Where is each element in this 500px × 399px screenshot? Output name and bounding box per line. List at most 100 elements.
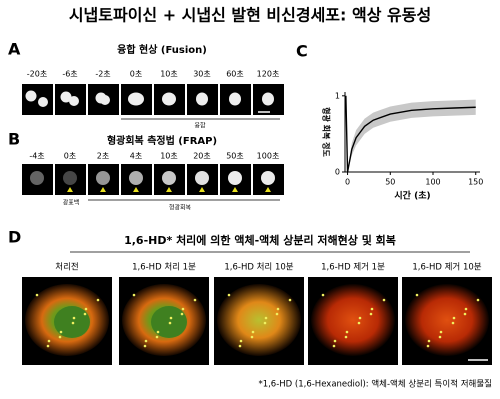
- puncta: [452, 316, 456, 320]
- nucleus: [54, 306, 90, 338]
- puncta: [71, 321, 75, 325]
- cell: [311, 284, 395, 356]
- puncta: [238, 344, 242, 348]
- puncta: [288, 298, 292, 302]
- puncta: [47, 339, 51, 343]
- caption: 1,6-HD 제거 10분: [412, 263, 481, 273]
- micrograph: [22, 84, 53, 115]
- puncta: [275, 312, 279, 316]
- arrowhead: [166, 187, 172, 192]
- puncta: [358, 316, 362, 320]
- time-label: 30초: [193, 70, 211, 79]
- puncta: [132, 293, 136, 297]
- data-line: [345, 95, 476, 173]
- droplet: [96, 171, 110, 185]
- droplet: [229, 92, 241, 106]
- puncta: [46, 344, 50, 348]
- cell: [217, 284, 301, 356]
- puncta: [250, 335, 254, 339]
- droplet: [196, 92, 208, 106]
- arrowhead: [265, 187, 271, 192]
- bracket-label: 형광회복: [169, 204, 192, 212]
- puncta: [263, 321, 267, 325]
- x-axis-label: 시간 (초): [394, 190, 430, 202]
- droplet: [162, 92, 176, 106]
- puncta: [464, 307, 468, 311]
- panel-label: B: [8, 130, 20, 149]
- droplet: [30, 171, 44, 185]
- puncta: [357, 321, 361, 325]
- caption: 1,6-HD 처리 1분: [132, 263, 196, 273]
- puncta: [180, 312, 184, 316]
- puncta: [415, 293, 419, 297]
- time-label: -6초: [62, 70, 77, 79]
- time-label: 10초: [160, 70, 178, 79]
- time-label: 60초: [226, 70, 244, 79]
- panel-label: D: [8, 228, 21, 247]
- caption: 처리전: [55, 262, 78, 273]
- time-label: 10초: [160, 152, 178, 161]
- arrowhead: [199, 187, 205, 192]
- bracket-label: 융합: [194, 122, 206, 130]
- puncta: [181, 307, 185, 311]
- droplet: [129, 171, 143, 185]
- puncta: [332, 344, 336, 348]
- panel-title: 형광회복 측정법 (FRAP): [107, 134, 217, 147]
- x-tick-label: 150: [468, 178, 483, 187]
- puncta: [156, 330, 160, 334]
- panel-label: C: [296, 42, 308, 61]
- puncta: [476, 298, 480, 302]
- droplet: [69, 96, 79, 106]
- x-tick-label: 0: [345, 178, 350, 187]
- bleach-label: 광표백: [63, 199, 80, 207]
- puncta: [35, 293, 39, 297]
- figure-title: 시냅토파이신 + 시냅신 발현 비신경세포: 액상 유동성: [69, 6, 431, 25]
- y-axis-label: 형광 회복 정도: [322, 107, 332, 157]
- caption: 1,6-HD 제거 1분: [321, 263, 385, 273]
- puncta: [439, 330, 443, 334]
- puncta: [333, 339, 337, 343]
- droplet: [25, 90, 37, 102]
- puncta: [169, 316, 173, 320]
- puncta: [251, 330, 255, 334]
- puncta: [144, 339, 148, 343]
- puncta: [168, 321, 172, 325]
- droplet: [63, 171, 77, 185]
- x-tick-label: 100: [425, 178, 440, 187]
- time-label: 50초: [226, 152, 244, 161]
- time-label: 20초: [193, 152, 211, 161]
- time-label: 120초: [257, 70, 280, 79]
- droplet: [38, 97, 48, 107]
- droplet: [60, 91, 72, 103]
- puncta: [58, 335, 62, 339]
- puncta: [143, 344, 147, 348]
- puncta: [345, 330, 349, 334]
- panel-title: 1,6-HD* 처리에 의한 액체-액체 상분리 저해현상 및 회복: [124, 233, 396, 247]
- panel-title: 융합 현상 (Fusion): [117, 43, 207, 56]
- puncta: [59, 330, 63, 334]
- puncta: [369, 312, 373, 316]
- puncta: [451, 321, 455, 325]
- puncta: [370, 307, 374, 311]
- time-label: -20초: [27, 70, 47, 79]
- x-tick-label: 50: [385, 178, 395, 187]
- time-label: 4초: [130, 152, 142, 161]
- puncta: [321, 293, 325, 297]
- puncta: [83, 312, 87, 316]
- droplet: [262, 92, 274, 106]
- puncta: [193, 298, 197, 302]
- y-tick-label: 0: [335, 168, 340, 177]
- puncta: [227, 293, 231, 297]
- footnote: *1,6-HD (1,6-Hexanediol): 액체-액체 상분리 특이적 …: [258, 379, 492, 390]
- droplet: [261, 171, 275, 185]
- puncta: [463, 312, 467, 316]
- puncta: [239, 339, 243, 343]
- droplet: [162, 171, 176, 185]
- time-label: -2초: [95, 70, 110, 79]
- puncta: [84, 307, 88, 311]
- droplet: [228, 171, 242, 185]
- puncta: [72, 316, 76, 320]
- time-label: 0초: [130, 70, 142, 79]
- cell: [405, 284, 489, 356]
